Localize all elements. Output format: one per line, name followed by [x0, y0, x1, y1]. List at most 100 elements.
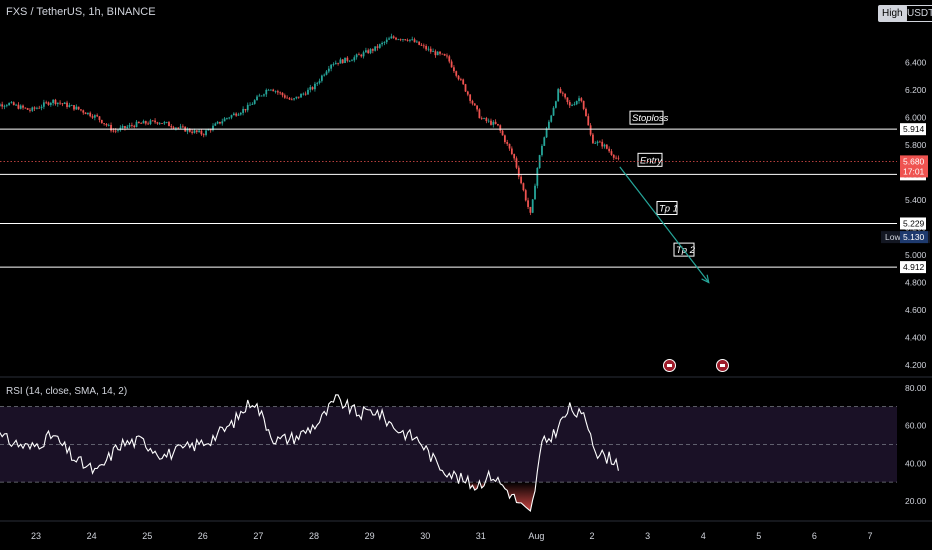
candle-body — [91, 116, 94, 118]
candle-body — [246, 104, 249, 111]
candle-body — [443, 54, 446, 56]
candle-body — [513, 154, 516, 159]
candle-body — [42, 102, 45, 107]
price-tick-label: 4.200 — [905, 360, 927, 370]
candle-body — [73, 105, 75, 110]
candle-body — [601, 141, 604, 147]
level-annotation: Tp 1 — [659, 203, 678, 214]
candle-body — [392, 36, 395, 38]
candle-body — [237, 114, 240, 116]
candle-body — [200, 130, 203, 135]
event-flag-icon[interactable] — [716, 359, 729, 372]
candle-body — [212, 125, 214, 131]
candle-body — [501, 130, 504, 136]
candle-body — [77, 106, 80, 110]
candle-body — [84, 112, 87, 115]
candle-body — [114, 130, 117, 132]
candle-body — [520, 176, 523, 184]
candle-body — [137, 121, 140, 124]
candle-body — [529, 206, 532, 213]
high-button[interactable]: High — [878, 5, 907, 22]
candle-body — [337, 62, 339, 64]
time-tick-label: 25 — [142, 531, 152, 541]
price-tick-label: 5.000 — [905, 250, 927, 260]
candle-body — [566, 97, 569, 103]
candle-body — [207, 129, 210, 131]
low-price-label: 5.130 — [903, 232, 925, 242]
candle-body — [221, 121, 224, 124]
candle-body — [131, 125, 133, 126]
candle-body — [103, 123, 106, 125]
candle-body — [376, 46, 379, 48]
candle-body — [47, 102, 50, 105]
candle-body — [548, 121, 550, 129]
candle-body — [318, 80, 321, 83]
candle-body — [147, 123, 150, 125]
candle-body — [31, 107, 34, 111]
rsi-tick-label: 60.00 — [905, 421, 927, 431]
candle-body — [411, 39, 414, 41]
candle-body — [497, 123, 499, 126]
time-tick-label: 28 — [309, 531, 319, 541]
candle-body — [385, 39, 388, 43]
candle-body — [45, 102, 48, 104]
candle-body — [249, 104, 251, 106]
candle-body — [397, 39, 400, 41]
candle-body — [439, 51, 441, 54]
candle-body — [163, 122, 166, 124]
candle-body — [499, 125, 502, 131]
candle-body — [161, 123, 163, 124]
candle-body — [561, 92, 564, 94]
candle-body — [527, 200, 529, 207]
candle-body — [258, 95, 261, 97]
candle-body — [420, 44, 423, 46]
candle-body — [409, 39, 411, 41]
candle-body — [436, 51, 439, 56]
price-tick-label: 4.400 — [905, 333, 927, 343]
candle-body — [144, 121, 147, 124]
candle-body — [142, 121, 145, 124]
candle-body — [191, 131, 194, 133]
currency-button[interactable]: USDT — [902, 5, 932, 22]
candle-body — [339, 59, 342, 64]
level-annotation: Tp 2 — [676, 245, 696, 256]
candle-body — [564, 93, 567, 98]
candle-body — [270, 89, 272, 91]
candle-body — [578, 98, 580, 102]
candle-body — [66, 102, 68, 107]
candle-body — [571, 105, 573, 106]
candle-body — [5, 105, 8, 107]
candle-body — [225, 117, 228, 119]
candle-body — [253, 100, 256, 104]
candle-body — [536, 167, 539, 186]
candle-body — [179, 126, 182, 128]
countdown-label: 17:01 — [903, 166, 925, 176]
candle-body — [508, 143, 511, 149]
candle-body — [469, 94, 472, 101]
candle-body — [242, 108, 245, 113]
level-annotation: Stoploss — [632, 113, 669, 124]
candle-body — [503, 135, 506, 143]
candle-body — [75, 106, 78, 110]
candle-body — [346, 57, 349, 61]
candle-body — [434, 51, 437, 56]
candle-body — [473, 103, 476, 106]
candle-body — [61, 103, 64, 105]
candle-body — [265, 89, 268, 95]
candle-body — [281, 92, 284, 96]
candle-body — [186, 128, 189, 132]
price-tick-label: 4.600 — [905, 305, 927, 315]
rsi-oversold-fill — [481, 482, 485, 488]
level-annotation-box — [656, 200, 678, 215]
candle-body — [427, 48, 430, 50]
candle-body — [492, 121, 495, 125]
candle-body — [70, 105, 73, 106]
candle-body — [395, 37, 397, 40]
candle-body — [54, 99, 57, 105]
time-tick-label: 24 — [87, 531, 97, 541]
candle-body — [177, 127, 180, 129]
candle-body — [360, 54, 363, 57]
event-flag-icon[interactable] — [663, 359, 676, 372]
candle-body — [286, 97, 289, 99]
